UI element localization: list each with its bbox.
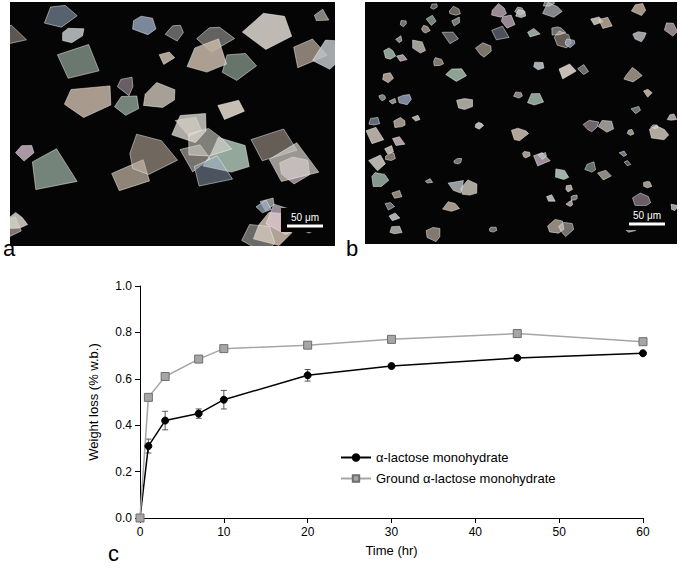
html-text:a: a <box>3 236 16 261</box>
svg-text:50 μm: 50 μm <box>291 212 319 223</box>
svg-text:1.0: 1.0 <box>115 279 132 293</box>
svg-text:α-lactose monohydrate: α-lactose monohydrate <box>376 450 509 465</box>
svg-text:40: 40 <box>469 525 483 539</box>
svg-text:0: 0 <box>137 525 144 539</box>
svg-text:60: 60 <box>636 525 650 539</box>
svg-text:c: c <box>108 541 119 566</box>
svg-text:Ground α-lactose monohydrate: Ground α-lactose monohydrate <box>376 471 556 486</box>
svg-text:0.0: 0.0 <box>115 511 132 525</box>
svg-text:Time (hr): Time (hr) <box>365 543 417 558</box>
svg-text:Weight loss (% w.b.): Weight loss (% w.b.) <box>86 343 101 461</box>
svg-text:0.6: 0.6 <box>115 372 132 386</box>
svg-text:50: 50 <box>552 525 566 539</box>
svg-text:0.4: 0.4 <box>115 418 132 432</box>
svg-text:20: 20 <box>301 525 315 539</box>
svg-text:0.2: 0.2 <box>115 465 132 479</box>
svg-text:50 μm: 50 μm <box>633 210 661 221</box>
svg-text:10: 10 <box>217 525 231 539</box>
svg-text:0.8: 0.8 <box>115 325 132 339</box>
html-text:b: b <box>346 236 359 261</box>
svg-text:30: 30 <box>385 525 399 539</box>
